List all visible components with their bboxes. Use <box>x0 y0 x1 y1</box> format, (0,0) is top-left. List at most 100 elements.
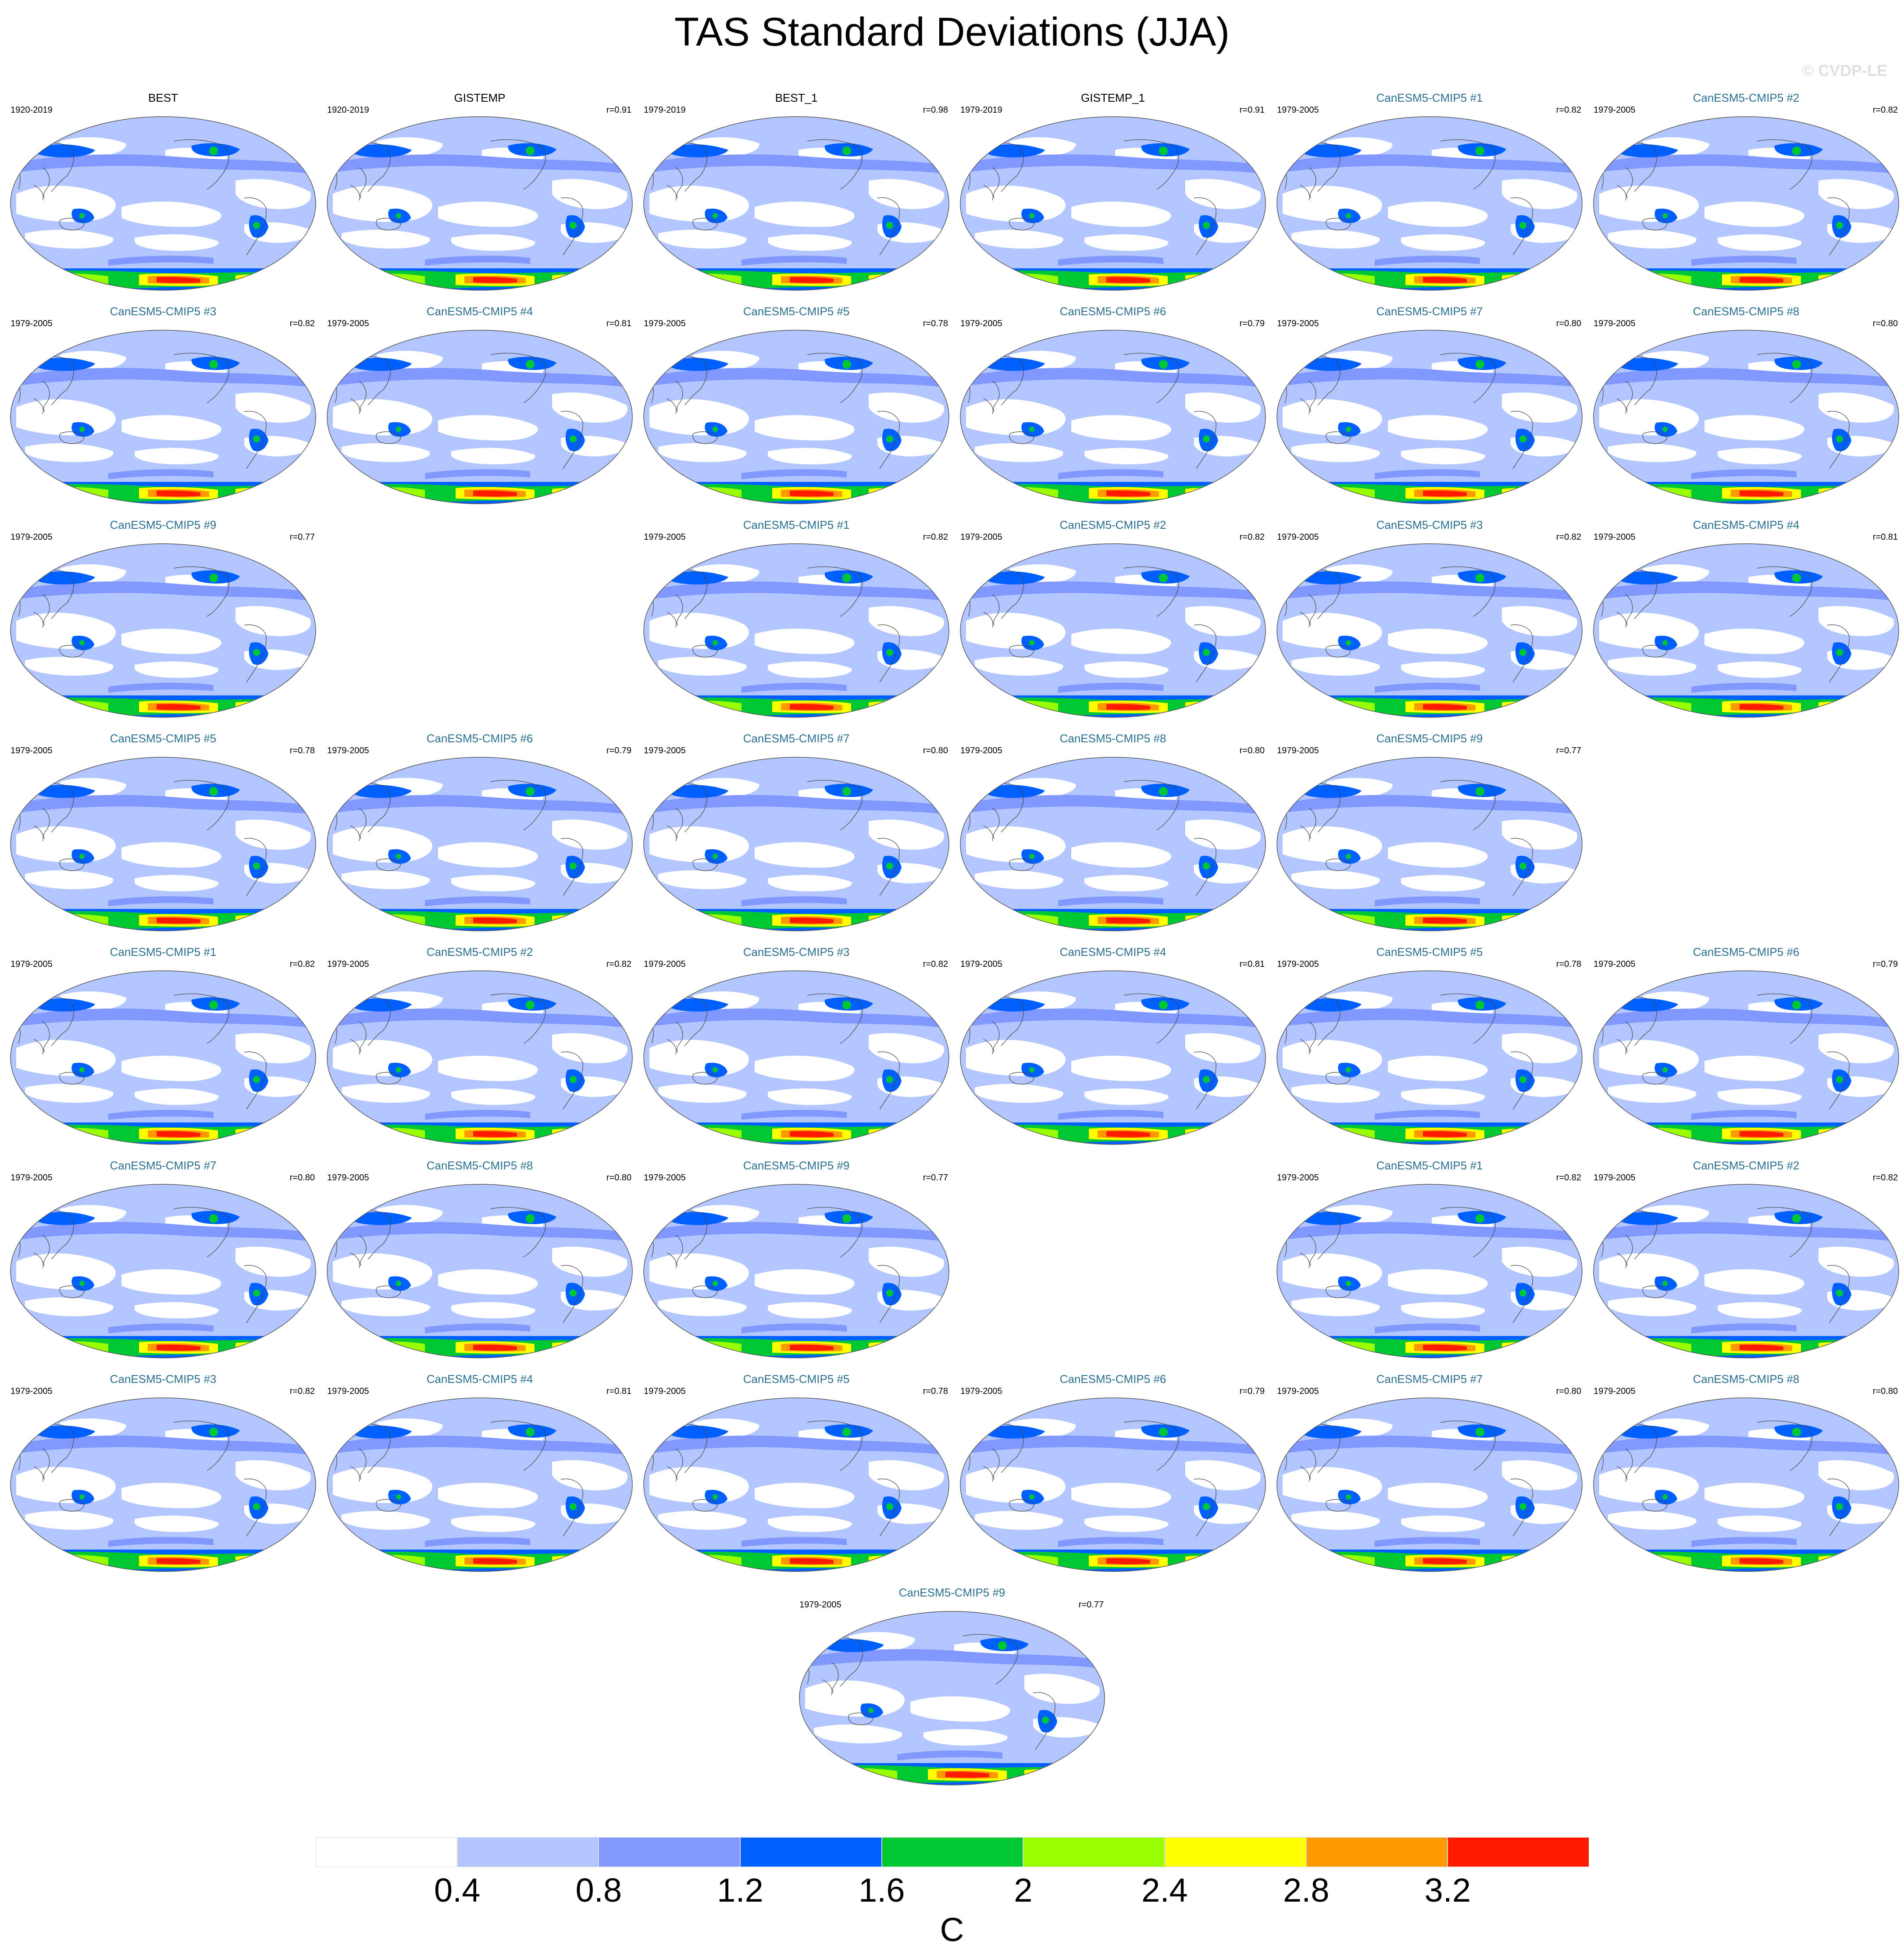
panel-correlation: r=0.79 <box>1239 319 1265 328</box>
map-panel: BEST 1920-2019 <box>5 88 321 294</box>
map-panel: CanESM5-CMIP5 #9 1979-2005 r=0.77 <box>1272 728 1587 934</box>
panel-years: 1979-2005 <box>1594 959 1636 969</box>
global-map <box>1276 1184 1583 1358</box>
global-map <box>327 1397 633 1572</box>
panel-correlation: r=0.91 <box>1239 105 1265 115</box>
panel-correlation: r=0.80 <box>1556 1386 1581 1396</box>
panel-correlation: r=0.82 <box>289 319 315 328</box>
map-panel: CanESM5-CMIP5 #7 1979-2005 r=0.80 <box>638 728 954 934</box>
map-outline <box>1276 116 1583 291</box>
global-map <box>327 757 633 931</box>
panel-title: GISTEMP_1 <box>1081 91 1145 104</box>
map-panel: CanESM5-CMIP5 #8 1979-2005 r=0.80 <box>322 1155 638 1361</box>
global-map <box>799 1611 1105 1785</box>
colorbar-box <box>1448 1837 1589 1867</box>
panel-correlation: r=0.80 <box>1556 319 1581 328</box>
map-outline <box>1276 543 1583 718</box>
panel-correlation: r=0.80 <box>923 746 948 755</box>
panel-title: CanESM5-CMIP5 #8 <box>1693 1372 1800 1386</box>
panel-years: 1979-2005 <box>1277 746 1319 755</box>
global-map <box>643 330 949 504</box>
map-outline <box>10 757 316 931</box>
panel-title: CanESM5-CMIP5 #7 <box>110 1159 217 1172</box>
panel-title: CanESM5-CMIP5 #2 <box>1693 91 1800 104</box>
panel-years: 1979-2005 <box>644 319 686 328</box>
map-outline <box>1593 543 1899 718</box>
map-outline <box>10 543 316 718</box>
panel-title: CanESM5-CMIP5 #8 <box>1059 732 1166 745</box>
panel-correlation: r=0.81 <box>1872 532 1898 542</box>
panel-correlation: r=0.81 <box>606 319 631 328</box>
panel-correlation: r=0.78 <box>923 319 948 328</box>
panel-title: CanESM5-CMIP5 #2 <box>426 945 533 958</box>
panel-correlation: r=0.77 <box>1556 746 1581 755</box>
panel-years: 1979-2005 <box>1594 1386 1636 1396</box>
global-map <box>960 1397 1266 1572</box>
panel-years: 1979-2005 <box>1594 1173 1636 1183</box>
map-outline <box>643 330 949 504</box>
global-map <box>960 116 1266 291</box>
panel-correlation: r=0.82 <box>1556 532 1581 542</box>
panel-years: 1979-2005 <box>1277 1173 1319 1183</box>
panel-correlation: r=0.80 <box>606 1173 631 1183</box>
panel-years: 1979-2005 <box>1277 959 1319 969</box>
map-panel: CanESM5-CMIP5 #2 1979-2005 r=0.82 <box>955 515 1271 721</box>
map-panel: CanESM5-CMIP5 #4 1979-2005 r=0.81 <box>322 301 638 507</box>
global-map <box>960 543 1266 718</box>
global-map <box>1593 1397 1899 1572</box>
panel-years: 1979-2005 <box>1277 105 1319 115</box>
panel-years: 1979-2005 <box>1277 532 1319 542</box>
page-title: TAS Standard Deviations (JJA) <box>674 10 1230 54</box>
global-map <box>10 1184 316 1358</box>
map-panel: CanESM5-CMIP5 #3 1979-2005 r=0.82 <box>5 301 321 507</box>
map-outline <box>327 330 633 504</box>
map-outline <box>1276 970 1583 1145</box>
colorbar <box>316 1837 1589 1867</box>
map-outline <box>643 543 949 718</box>
panel-title: CanESM5-CMIP5 #1 <box>110 945 217 958</box>
panel-title: CanESM5-CMIP5 #2 <box>1059 518 1166 531</box>
watermark: © CVDP-LE <box>1802 61 1887 79</box>
global-map <box>960 757 1266 931</box>
panel-title: GISTEMP <box>454 91 506 104</box>
panel-years: 1979-2005 <box>11 319 53 328</box>
map-outline <box>1276 1184 1583 1358</box>
colorbar-tick-label: 1.2 <box>717 1872 763 1909</box>
panel-title: CanESM5-CMIP5 #4 <box>426 305 533 318</box>
panel-years: 1979-2005 <box>1594 105 1636 115</box>
global-map <box>10 970 316 1145</box>
map-panel: CanESM5-CMIP5 #4 1979-2005 r=0.81 <box>1588 515 1904 721</box>
panel-correlation: r=0.82 <box>1872 1173 1898 1183</box>
map-panel: CanESM5-CMIP5 #5 1979-2005 r=0.78 <box>5 728 321 934</box>
map-panel: CanESM5-CMIP5 #3 1979-2005 r=0.82 <box>1272 515 1587 721</box>
map-outline <box>960 757 1266 931</box>
global-map <box>1593 543 1899 718</box>
map-outline <box>1593 330 1899 504</box>
panel-years: 1979-2005 <box>960 1386 1002 1396</box>
panel-years: 1979-2005 <box>960 959 1002 969</box>
map-outline <box>1593 116 1899 291</box>
panel-correlation: r=0.82 <box>1556 105 1581 115</box>
panel-years: 1979-2019 <box>960 105 1002 115</box>
panel-years: 1920-2019 <box>11 105 53 115</box>
panel-years: 1979-2005 <box>327 319 369 328</box>
global-map <box>1276 970 1583 1145</box>
global-map <box>10 757 316 931</box>
map-panel: CanESM5-CMIP5 #1 1979-2005 r=0.82 <box>638 515 954 721</box>
global-map <box>1593 970 1899 1145</box>
global-map <box>643 1397 949 1572</box>
panel-years: 1979-2005 <box>644 1386 686 1396</box>
global-map <box>1276 330 1583 504</box>
panel-years: 1979-2005 <box>11 532 53 542</box>
panel-correlation: r=0.77 <box>1078 1600 1104 1610</box>
colorbar-box <box>599 1837 740 1867</box>
panel-years: 1979-2005 <box>327 1173 369 1183</box>
map-outline <box>1276 1397 1583 1572</box>
panel-title: CanESM5-CMIP5 #6 <box>426 732 533 745</box>
panel-title: CanESM5-CMIP5 #9 <box>743 1159 850 1172</box>
panel-title: CanESM5-CMIP5 #4 <box>426 1372 533 1386</box>
panel-years: 1979-2005 <box>960 746 1002 755</box>
map-outline <box>1593 1184 1899 1358</box>
panel-title: BEST_1 <box>775 91 818 104</box>
global-map <box>1276 116 1583 291</box>
